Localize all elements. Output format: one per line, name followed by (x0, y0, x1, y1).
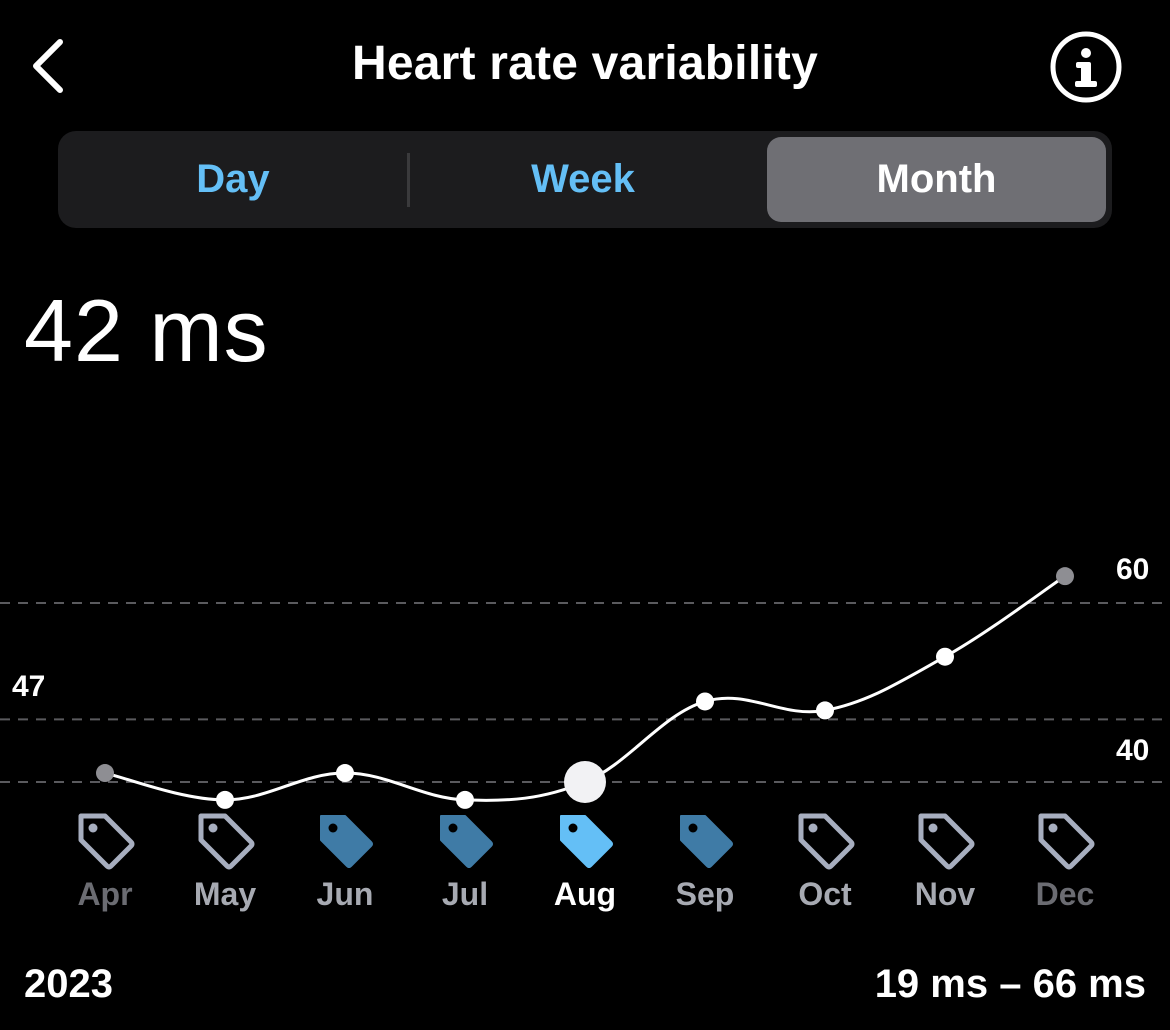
month-label-jun: Jun (316, 876, 374, 912)
tag-nov[interactable]: Nov (885, 810, 1005, 920)
tag-may[interactable]: May (165, 810, 285, 920)
back-button[interactable] (18, 30, 78, 102)
chevron-left-icon (33, 39, 63, 93)
period-segmented-control: Day Week Month (58, 131, 1112, 228)
tag-icon (198, 813, 255, 870)
data-point-oct[interactable] (816, 701, 834, 720)
gridline-label-60: 60 (1116, 553, 1150, 586)
month-label-aug: Aug (553, 876, 617, 912)
data-point-dec[interactable] (1056, 567, 1074, 586)
month-label-may: May (193, 876, 257, 912)
info-circle-icon (1050, 31, 1122, 103)
month-label-jul: Jul (441, 876, 489, 912)
tag-icon (440, 815, 493, 868)
tag-icon (680, 815, 733, 868)
tag-icon (798, 813, 855, 870)
tag-icon (918, 813, 975, 870)
tag-apr[interactable]: Apr (45, 810, 165, 920)
gridline-label-40: 40 (1116, 734, 1150, 767)
tag-oct[interactable]: Oct (765, 810, 885, 920)
current-value: 42 ms (24, 281, 269, 380)
year-label: 2023 (24, 962, 113, 1006)
month-label-dec: Dec (1035, 876, 1095, 912)
info-button[interactable] (1046, 29, 1126, 109)
month-label-nov: Nov (914, 876, 976, 912)
data-point-nov[interactable] (936, 647, 954, 666)
data-point-apr[interactable] (96, 764, 114, 783)
tag-jun[interactable]: Jun (285, 810, 405, 920)
range-label: 19 ms – 66 ms (874, 962, 1146, 1006)
tag-icon (1038, 813, 1095, 870)
tag-aug[interactable]: Aug (525, 810, 645, 920)
data-point-sep[interactable] (696, 692, 714, 711)
data-point-may[interactable] (216, 790, 234, 809)
month-label-oct: Oct (798, 876, 852, 912)
segment-divider (407, 153, 410, 207)
data-point-jun[interactable] (336, 764, 354, 783)
average-label: 47 (12, 670, 46, 703)
data-point-aug[interactable] (564, 761, 606, 803)
page-title: Heart rate variability (352, 37, 818, 90)
tag-icon (320, 815, 373, 868)
data-point-jul[interactable] (456, 790, 474, 809)
tag-icon (78, 813, 135, 870)
tag-icon (560, 815, 613, 868)
tag-sep[interactable]: Sep (645, 810, 765, 920)
segment-day[interactable]: Day (196, 157, 270, 201)
tag-jul[interactable]: Jul (405, 810, 525, 920)
month-label-apr: Apr (77, 876, 133, 912)
month-label-sep: Sep (675, 876, 735, 912)
tag-dec[interactable]: Dec (1005, 810, 1125, 920)
segment-week[interactable]: Week (531, 157, 635, 201)
segment-month[interactable]: Month (767, 137, 1106, 222)
